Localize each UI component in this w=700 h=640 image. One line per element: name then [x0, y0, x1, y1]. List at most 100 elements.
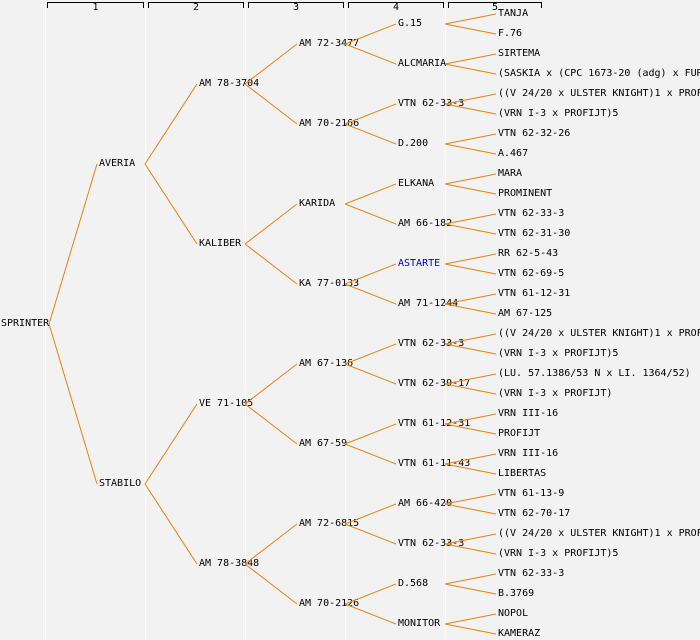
column-grid-line [445, 0, 446, 640]
tree-leaf-label[interactable]: B.3769 [498, 588, 535, 599]
tree-leaf-label[interactable]: A.467 [498, 148, 529, 159]
tree-leaf-label[interactable]: RR 62-5-43 [498, 248, 559, 259]
tree-leaf-label[interactable]: MARA [498, 168, 523, 179]
tree-node-label[interactable]: VTN 62-39-17 [398, 378, 471, 389]
tree-leaf-label[interactable]: VRN III-16 [498, 408, 559, 419]
tree-branch-line [344, 423, 397, 445]
tree-node-label[interactable]: AM 66-420 [398, 498, 453, 509]
tree-node-label[interactable]: KARIDA [299, 198, 336, 209]
tree-leaf-label[interactable]: (VRN I-3 x PROFIJT)5 [498, 108, 619, 119]
tree-branch-line [444, 183, 497, 195]
tree-branch-line [344, 203, 397, 225]
generation-number: 2 [192, 2, 200, 13]
tree-node-label[interactable]: STABILO [99, 478, 142, 489]
tree-node-label[interactable]: KALIBER [199, 238, 242, 249]
tree-branch-line [144, 163, 198, 245]
column-grid-line [45, 0, 46, 640]
tree-leaf-label[interactable]: (VRN I-3 x PROFIJT)5 [498, 348, 619, 359]
tree-node-label[interactable]: AM 66-182 [398, 218, 453, 229]
generation-number: 1 [92, 2, 99, 13]
tree-branch-line [244, 403, 298, 445]
tree-node-label[interactable]: AM 70-2126 [299, 598, 360, 609]
tree-branch-line [244, 203, 298, 245]
tree-node-label[interactable]: AM 78-3704 [199, 78, 260, 89]
tree-node-label[interactable]: ALCMARIA [398, 58, 447, 69]
tree-leaf-label[interactable]: AM 67-125 [498, 308, 553, 319]
tree-node-label[interactable]: AVERIA [99, 158, 136, 169]
tree-node-label[interactable]: MONITOR [398, 618, 441, 629]
generation-bracket-3: 3 [248, 2, 344, 13]
tree-node-label[interactable]: VTN 62-33-3 [398, 98, 465, 109]
tree-leaf-label[interactable]: VTN 62-69-5 [498, 268, 565, 279]
tree-branch-line [144, 483, 198, 565]
tree-leaf-label[interactable]: (LU. 57.1386/53 N x LI. 1364/52) [498, 368, 691, 379]
tree-branch-line [444, 623, 497, 635]
tree-leaf-label[interactable]: TANJA [498, 8, 529, 19]
generation-number: 4 [392, 2, 400, 13]
tree-node-label[interactable]: AM 67-59 [299, 438, 348, 449]
tree-leaf-label[interactable]: ((V 24/20 x ULSTER KNIGHT)1 x PROF [498, 88, 700, 99]
tree-node-label[interactable]: AM 71-1244 [398, 298, 459, 309]
tree-node-label[interactable]: D.568 [398, 578, 429, 589]
tree-leaf-label[interactable]: VRN III-16 [498, 448, 559, 459]
tree-node-label[interactable]: AM 78-3848 [199, 558, 260, 569]
tree-node-label[interactable]: VTN 62-33-3 [398, 538, 465, 549]
tree-leaf-label[interactable]: NOPOL [498, 608, 529, 619]
tree-node-label[interactable]: VTN 61-11-43 [398, 458, 471, 469]
tree-leaf-label[interactable]: LIBERTAS [498, 468, 547, 479]
tree-branch-line [144, 403, 198, 485]
tree-node-label[interactable]: AM 67-136 [299, 358, 354, 369]
tree-node-label[interactable]: VE 71-105 [199, 398, 254, 409]
tree-leaf-label[interactable]: SIRTEMA [498, 48, 541, 59]
tree-branch-line [444, 63, 497, 75]
tree-leaf-label[interactable]: (VRN I-3 x PROFIJT) [498, 388, 613, 399]
tree-branch-line [444, 263, 497, 275]
column-grid-line [145, 0, 146, 640]
tree-branch-line [444, 213, 497, 225]
tree-node-label[interactable]: AM 72-3477 [299, 38, 360, 49]
generation-bracket-4: 4 [348, 2, 444, 13]
tree-node-label[interactable]: D.200 [398, 138, 429, 149]
tree-leaf-label[interactable]: VTN 62-33-3 [498, 208, 565, 219]
column-grid-line [245, 0, 246, 640]
tree-leaf-label[interactable]: F.76 [498, 28, 523, 39]
generation-number: 3 [292, 2, 300, 13]
tree-node-label[interactable]: G.15 [398, 18, 423, 29]
tree-branch-line [444, 223, 497, 235]
tree-leaf-label[interactable]: KAMERAZ [498, 628, 541, 639]
tree-leaf-label[interactable]: PROMINENT [498, 188, 553, 199]
tree-branch-line [444, 53, 497, 65]
tree-node-label[interactable]: ELKANA [398, 178, 435, 189]
tree-branch-line [444, 253, 497, 265]
tree-leaf-label[interactable]: VTN 62-32-26 [498, 128, 571, 139]
tree-node-label[interactable]: AM 72-6815 [299, 518, 360, 529]
tree-node-label[interactable]: SPRINTER [1, 318, 50, 329]
tree-branch-line [444, 133, 497, 145]
tree-branch-line [244, 83, 298, 125]
tree-node-label[interactable]: AM 70-2166 [299, 118, 360, 129]
tree-leaf-label[interactable]: VTN 61-13-9 [498, 488, 565, 499]
tree-node-label[interactable]: ASTARTE [398, 258, 441, 269]
tree-leaf-label[interactable]: ((V 24/20 x ULSTER KNIGHT)1 x PROF [498, 528, 700, 539]
tree-leaf-label[interactable]: (SASKIA x (CPC 1673-20 (adg) x FUR [498, 68, 700, 79]
tree-leaf-label[interactable]: ((V 24/20 x ULSTER KNIGHT)1 x PROF [498, 328, 700, 339]
tree-branch-line [444, 173, 497, 185]
tree-branch-line [48, 163, 98, 325]
tree-leaf-label[interactable]: VTN 62-31-30 [498, 228, 571, 239]
tree-branch-line [444, 503, 497, 515]
tree-leaf-label[interactable]: PROFIJT [498, 428, 541, 439]
tree-branch-line [444, 583, 497, 595]
generation-ruler: 1 2 3 4 5 [0, 0, 700, 14]
tree-leaf-label[interactable]: VTN 62-70-17 [498, 508, 571, 519]
tree-node-label[interactable]: VTN 62-33-3 [398, 338, 465, 349]
tree-node-label[interactable]: VTN 61-12-31 [398, 418, 471, 429]
tree-branch-line [344, 443, 397, 465]
tree-leaf-label[interactable]: (VRN I-3 x PROFIJT)5 [498, 548, 619, 559]
generation-bracket-5: 5 [448, 2, 542, 13]
tree-leaf-label[interactable]: VTN 62-33-3 [498, 568, 565, 579]
column-grid-line [345, 0, 346, 640]
tree-node-label[interactable]: KA 77-0133 [299, 278, 360, 289]
generation-number: 5 [491, 2, 499, 13]
tree-leaf-label[interactable]: VTN 61-12-31 [498, 288, 571, 299]
